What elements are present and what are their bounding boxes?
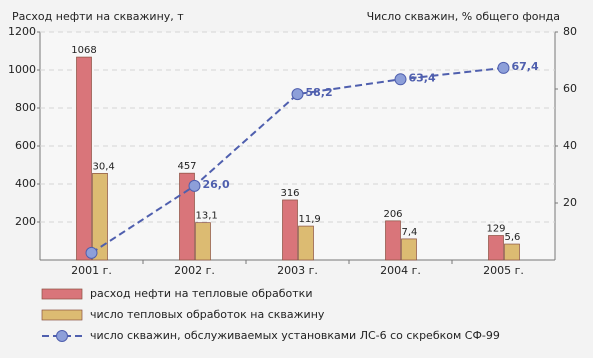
value-label: 63,4 [409,71,436,84]
x-tick-label: 2003 г. [277,264,318,277]
legend-label: число скважин, обслуживаемых установками… [90,329,500,342]
legend-swatch [41,288,83,300]
x-tick-label: 2005 г. [483,264,524,277]
line-point [497,61,510,74]
y-tick-label: 600 [15,139,36,152]
y2-tick-label: 80 [563,25,577,38]
bar [385,220,401,261]
value-label: 1068 [71,45,96,56]
value-label: 5,6 [505,232,521,243]
legend-label: число тепловых обработок на скважину [90,308,325,321]
legend-swatch [41,309,83,321]
bar [76,56,92,261]
value-label: 457 [177,161,196,172]
y2-tick-label: 20 [563,196,577,209]
y-tick-label: 1200 [8,25,36,38]
line-point [188,179,201,192]
y2-axis-title: Число скважин, % общего фонда [367,10,560,23]
legend-label: расход нефти на тепловые обработки [90,287,312,300]
value-label: 26,0 [203,178,230,191]
bar [179,172,195,261]
bar [195,222,211,261]
value-label: 13,1 [196,211,218,222]
y2-tick-label: 60 [563,82,577,95]
bar [92,173,108,261]
value-label: 129 [486,223,505,234]
y-tick-label: 400 [15,177,36,190]
value-label: 11,9 [299,214,321,225]
value-label: 30,4 [93,161,115,172]
value-label: 316 [280,188,299,199]
x-tick-label: 2002 г. [174,264,215,277]
line-point [85,246,98,259]
bar [401,238,417,261]
y-tick-label: 1000 [8,63,36,76]
line [90,66,504,254]
y-tick-label: 800 [15,101,36,114]
bar [488,235,504,261]
bar [282,199,298,261]
bar [298,225,314,261]
value-label: 58,2 [306,86,333,99]
value-label: 206 [383,209,402,220]
legend-marker [56,330,68,342]
line-point [394,73,407,86]
line-point [291,88,304,101]
x-tick-label: 2004 г. [380,264,421,277]
value-label: 7,4 [402,227,418,238]
x-tick-label: 2001 г. [71,264,112,277]
y-tick-label: 200 [15,215,36,228]
value-label: 67,4 [512,60,539,73]
y-axis-title: Расход нефти на скважину, т [12,10,184,23]
bar [504,243,520,261]
y2-tick-label: 40 [563,139,577,152]
